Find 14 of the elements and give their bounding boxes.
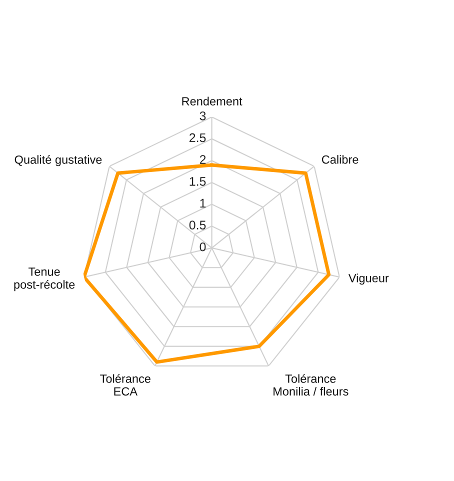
y-tick-label: 3	[200, 111, 206, 120]
spoke-label: Tolérance ECA	[100, 374, 150, 396]
y-tick-label: 2.5	[189, 133, 206, 142]
y-tick-label: 0	[200, 242, 206, 252]
spoke-label: Tenue post-récolte	[14, 268, 75, 292]
spoke-label: Tolérance Monilia / fleurs	[274, 374, 348, 396]
spoke-label: Rendement	[182, 96, 242, 106]
spoke-label: Qualité gustative	[14, 155, 102, 166]
y-tick-label: 1.5	[190, 177, 206, 186]
y-tick-label: 0.5	[189, 220, 206, 230]
spoke-label: Vigueur	[348, 274, 389, 285]
y-tick-label: 1	[200, 198, 206, 208]
y-tick-label: 2	[200, 155, 206, 164]
spoke-label: Calibre	[322, 155, 358, 164]
